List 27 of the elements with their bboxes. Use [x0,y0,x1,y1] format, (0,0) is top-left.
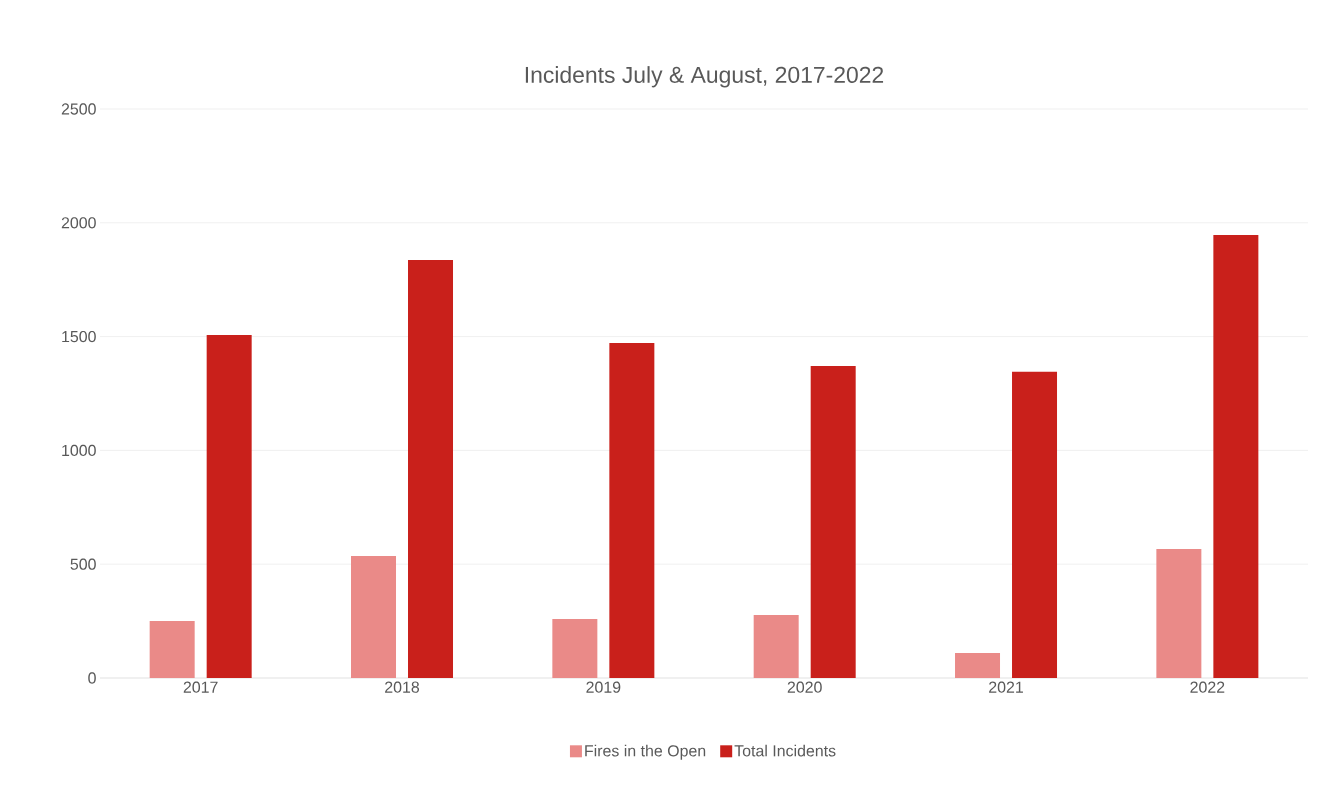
y-tick-label: 2000 [61,217,96,229]
bar [1213,235,1259,678]
bar [810,365,856,678]
bar [408,259,454,678]
chart-title: Incidents July & August, 2017-2022 [525,66,884,88]
bar [149,621,195,678]
y-tick-label: 0 [88,672,96,684]
y-tick-label: 2500 [61,103,96,115]
bar [552,619,598,678]
y-tick-label: 1000 [62,444,96,457]
legend-label: Fires in the Open [585,744,706,760]
legend-label: Total Incidents [734,744,836,757]
bar [609,342,655,678]
bar [206,335,252,678]
x-tick-label: 2022 [1190,681,1225,693]
x-tick-label: 2020 [787,681,822,693]
x-tick-label: 2018 [385,681,420,693]
bar [955,652,1001,678]
y-tick-label: 1500 [62,330,96,343]
x-tick-label: 2017 [183,681,218,693]
bar [1156,548,1202,678]
bar [753,614,799,678]
bar [351,556,397,678]
x-tick-label: 2019 [586,681,621,693]
y-tick-label: 500 [70,558,96,570]
x-tick-label: 2021 [989,681,1023,693]
bar [1012,371,1058,678]
